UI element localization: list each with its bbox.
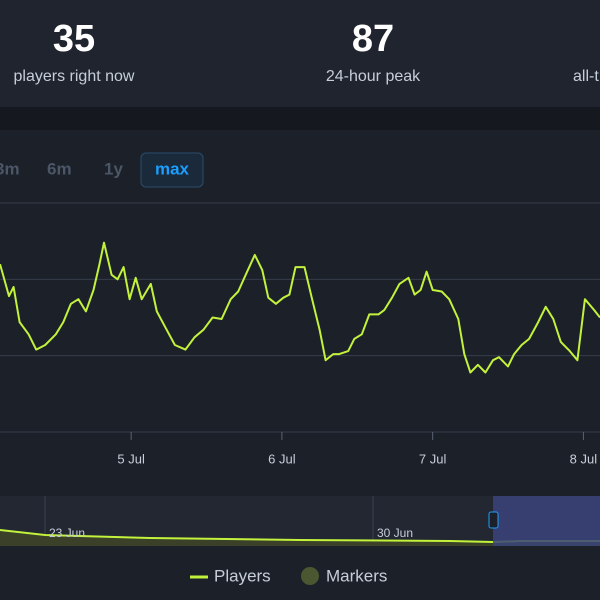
legend: Players Markers [190,566,387,585]
current-players: 35 [53,18,95,60]
stats-panel [0,0,600,107]
plot: 5 Jul 6 Jul 7 Jul 8 Jul [0,202,600,466]
range-button-active[interactable]: max [155,159,190,178]
peak-24h: 87 [352,18,394,60]
navigator-label: 30 Jun [377,526,413,540]
x-tick-label: 7 Jul [419,451,447,466]
navigator-label: 23 Jun [49,526,85,540]
x-tick-label: 6 Jul [268,451,296,466]
range-button[interactable]: 6m [47,159,72,178]
range-button[interactable]: 3m [0,159,20,178]
legend-label: Markers [326,566,387,585]
navigator-handle[interactable] [488,511,499,529]
legend-label: Players [214,566,271,585]
range-button[interactable]: 1y [104,159,123,178]
range-active-box[interactable] [140,152,204,188]
x-tick-label: 5 Jul [117,451,145,466]
navigator-selection[interactable] [493,496,600,546]
all-time-label: all-t [573,68,599,85]
peak-label: 24-hour peak [326,68,421,85]
series-line [0,241,600,374]
legend-swatch [301,567,319,585]
divider [0,107,600,130]
x-tick-label: 8 Jul [570,451,598,466]
current-label: players right now [14,68,135,85]
